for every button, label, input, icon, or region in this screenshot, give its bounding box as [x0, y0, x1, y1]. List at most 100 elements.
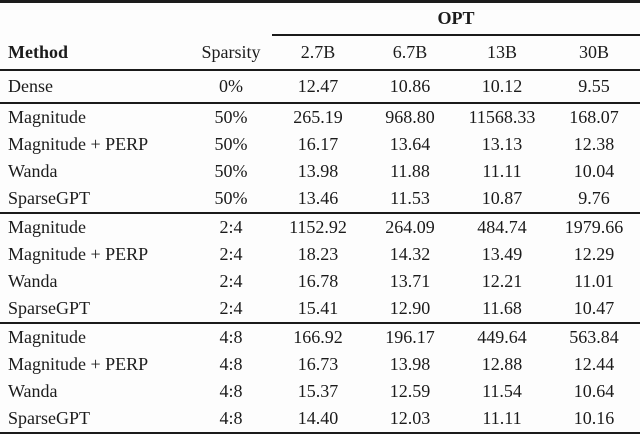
table-row: SparseGPT 2:4 15.41 12.90 11.68 10.47 [0, 295, 640, 323]
group-header-spacer [0, 2, 272, 36]
value-cell: 168.07 [548, 102, 640, 131]
method-cell: Wanda [8, 381, 58, 401]
value-cell: 11568.33 [456, 102, 548, 131]
method-cell: SparseGPT [8, 408, 90, 428]
table-row: SparseGPT 50% 13.46 11.53 10.87 9.76 [0, 185, 640, 213]
value-cell: 12.44 [573, 354, 615, 374]
value-cell: 264.09 [364, 212, 456, 241]
table-row: Magnitude 50% 265.19 968.80 11568.33 168.07 [0, 102, 640, 131]
sparsity-cell: 50% [214, 134, 248, 154]
method-cell: SparseGPT [8, 188, 90, 208]
method-cell: Magnitude [0, 212, 190, 241]
table-row: SparseGPT 4:8 14.40 12.03 11.11 10.16 [0, 405, 640, 434]
value-cell: 13.13 [481, 134, 523, 154]
table-section-structured-4-8: Magnitude 4:8 166.92 196.17 449.64 563.84 Magn… [0, 322, 640, 434]
column-header-13b: 13B [456, 35, 548, 71]
value-cell: 14.40 [297, 408, 339, 428]
value-cell: 10.12 [456, 69, 548, 103]
table-row: Wanda 50% 13.98 11.88 11.11 10.04 [0, 158, 640, 185]
method-cell: Magnitude + PERP [8, 354, 149, 374]
table-row: Magnitude + PERP 50% 16.17 13.64 13.13 12.38 [0, 131, 640, 158]
table-row: Wanda 2:4 16.78 13.71 12.21 11.01 [0, 268, 640, 295]
table-section-unstructured-50: Magnitude 50% 265.19 968.80 11568.33 168.07 Ma… [0, 102, 640, 213]
value-cell: 11.11 [482, 408, 522, 428]
value-cell: 1979.66 [548, 212, 640, 241]
method-cell: Wanda [8, 271, 58, 291]
table-row: Dense 0% 12.47 10.86 10.12 9.55 [0, 69, 640, 103]
value-cell: 15.37 [297, 381, 339, 401]
column-header-6.7b: 6.7B [364, 35, 456, 71]
sparsity-cell: 50% [214, 188, 248, 208]
column-header-2.7b: 2.7B [272, 35, 364, 71]
method-cell: SparseGPT [8, 298, 90, 318]
value-cell: 10.64 [573, 381, 615, 401]
value-cell: 12.59 [389, 381, 431, 401]
sparsity-cell: 2:4 [219, 271, 243, 291]
value-cell: 13.64 [389, 134, 431, 154]
value-cell: 9.76 [578, 188, 610, 208]
value-cell: 563.84 [548, 322, 640, 351]
group-header-opt: OPT [272, 1, 640, 36]
column-header-sparsity: Sparsity [190, 35, 272, 71]
value-cell: 11.88 [390, 161, 430, 181]
method-cell: Magnitude + PERP [8, 244, 149, 264]
value-cell: 10.86 [364, 69, 456, 103]
value-cell: 11.53 [390, 188, 430, 208]
value-cell: 13.46 [297, 188, 339, 208]
value-cell: 13.49 [481, 244, 523, 264]
value-cell: 18.23 [297, 244, 339, 264]
value-cell: 196.17 [364, 322, 456, 351]
value-cell: 12.03 [389, 408, 431, 428]
value-cell: 1152.92 [272, 212, 364, 241]
table-row: Wanda 4:8 15.37 12.59 11.54 10.64 [0, 378, 640, 405]
value-cell: 12.90 [389, 298, 431, 318]
sparsity-cell: 2:4 [219, 298, 243, 318]
method-cell: Magnitude [0, 102, 190, 131]
value-cell: 12.38 [573, 134, 615, 154]
sparsity-cell: 4:8 [219, 408, 243, 428]
value-cell: 13.98 [389, 354, 431, 374]
sparsity-cell: 0% [190, 69, 272, 103]
method-cell: Magnitude + PERP [8, 134, 149, 154]
value-cell: 14.32 [389, 244, 431, 264]
value-cell: 12.29 [573, 244, 615, 264]
sparsity-cell: 4:8 [219, 354, 243, 374]
sparsity-cell: 2:4 [219, 244, 243, 264]
value-cell: 166.92 [272, 322, 364, 351]
value-cell: 11.11 [482, 161, 522, 181]
value-cell: 15.41 [297, 298, 339, 318]
value-cell: 16.73 [297, 354, 339, 374]
table-row: Magnitude + PERP 2:4 18.23 14.32 13.49 12.29 [0, 241, 640, 268]
value-cell: 265.19 [272, 102, 364, 131]
sparsity-cell: 50% [190, 102, 272, 131]
value-cell: 16.17 [297, 134, 339, 154]
value-cell: 9.55 [548, 69, 640, 103]
value-cell: 10.47 [573, 298, 615, 318]
sparsity-cell: 4:8 [190, 322, 272, 351]
value-cell: 11.01 [574, 271, 614, 291]
value-cell: 13.71 [389, 271, 431, 291]
sparsity-cell: 4:8 [219, 381, 243, 401]
table-header: OPT Method Sparsity 2.7B 6.7B 13B 30B [0, 1, 640, 71]
table-row: Magnitude + PERP 4:8 16.73 13.98 12.88 12.44 [0, 351, 640, 378]
method-cell: Dense [0, 69, 190, 103]
value-cell: 11.54 [482, 381, 522, 401]
method-cell: Magnitude [0, 322, 190, 351]
sparsity-cell: 50% [214, 161, 248, 181]
value-cell: 968.80 [364, 102, 456, 131]
value-cell: 12.88 [481, 354, 523, 374]
value-cell: 10.04 [573, 161, 615, 181]
column-header-30b: 30B [548, 35, 640, 71]
value-cell: 16.78 [297, 271, 339, 291]
column-header-method: Method [0, 35, 190, 71]
value-cell: 11.68 [482, 298, 522, 318]
value-cell: 449.64 [456, 322, 548, 351]
value-cell: 12.47 [272, 69, 364, 103]
sparsity-cell: 2:4 [190, 212, 272, 241]
table-section-structured-2-4: Magnitude 2:4 1152.92 264.09 484.74 1979.66 Ma… [0, 212, 640, 323]
value-cell: 484.74 [456, 212, 548, 241]
table-section-dense: Dense 0% 12.47 10.86 10.12 9.55 [0, 69, 640, 103]
column-header-row: Method Sparsity 2.7B 6.7B 13B 30B [0, 35, 640, 71]
value-cell: 13.98 [297, 161, 339, 181]
